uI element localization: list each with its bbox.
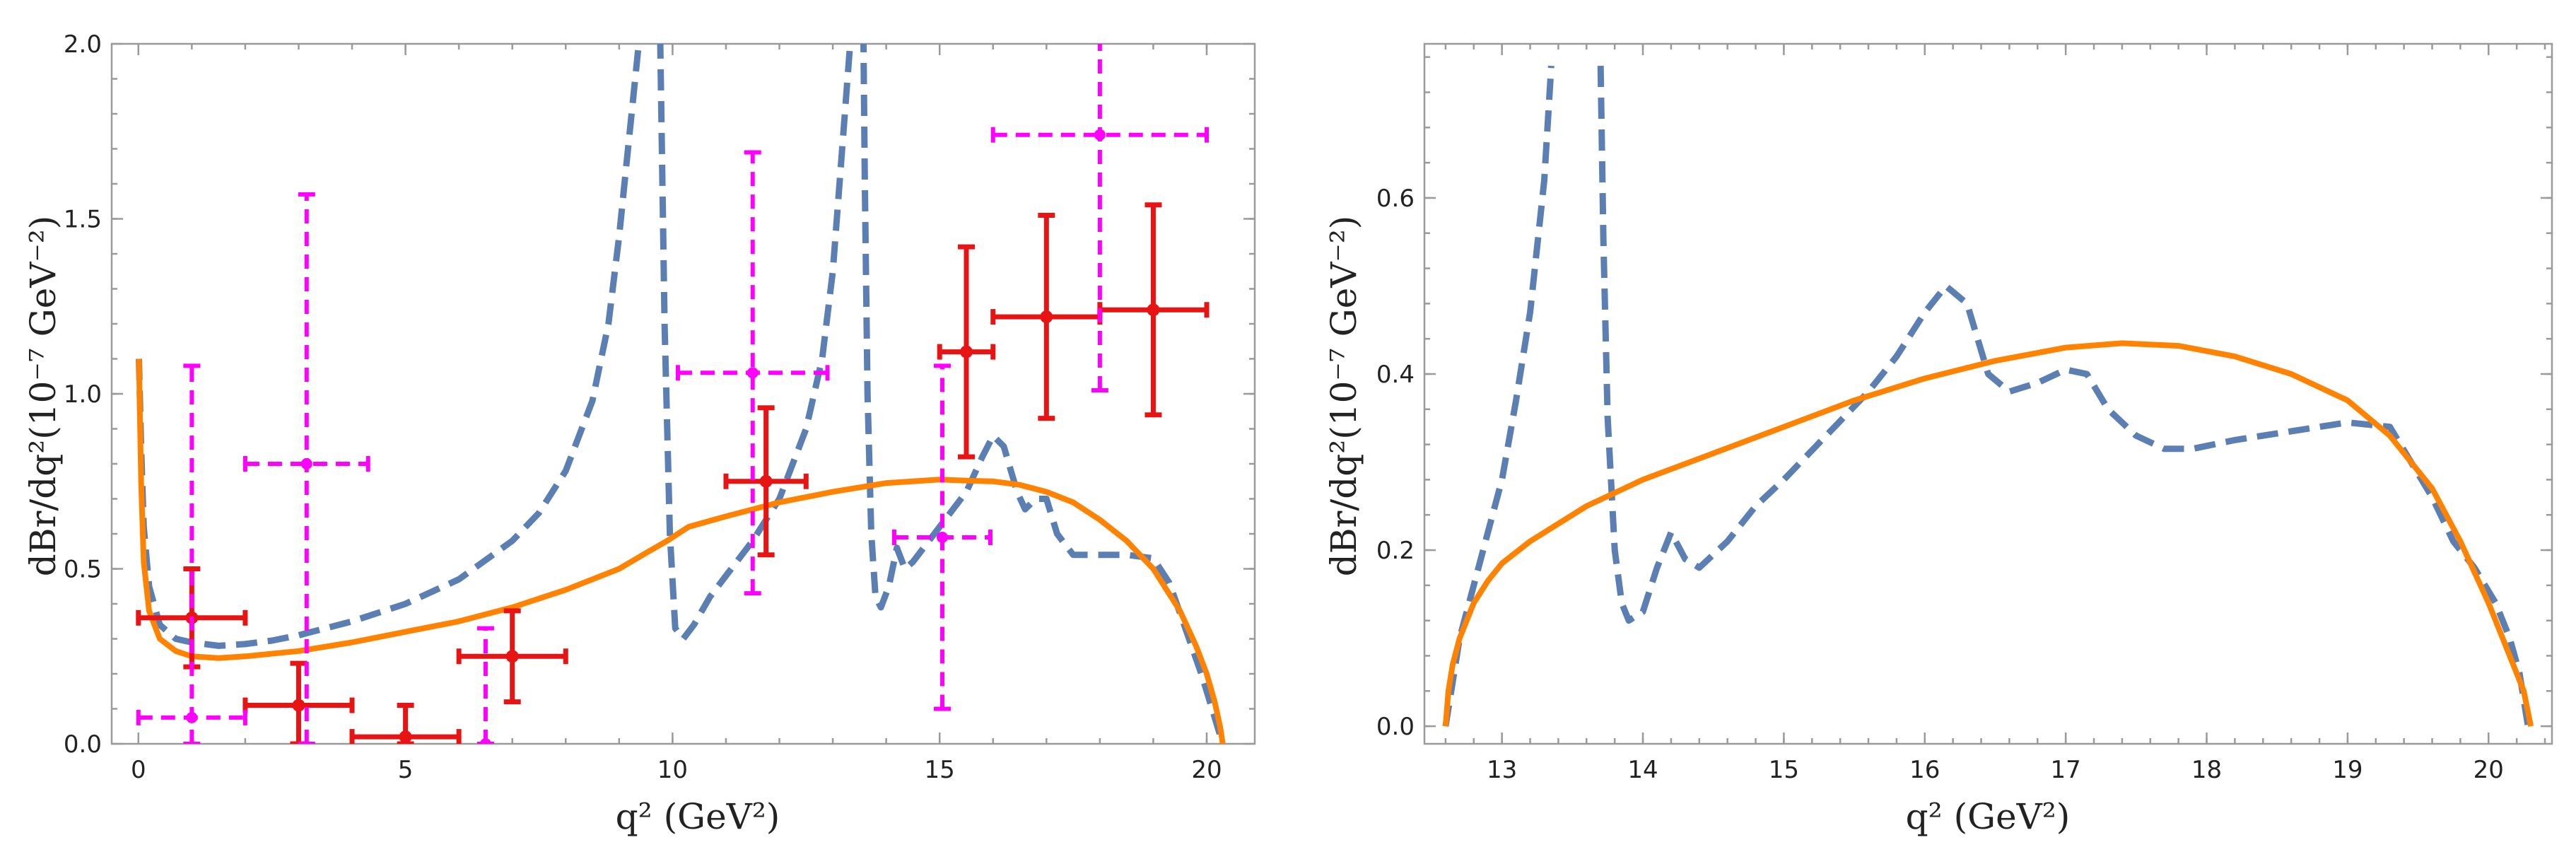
right-y-axis-label: dBr/dq²(10⁻⁷ GeV⁻²) xyxy=(1323,216,1364,577)
right-y-tick-label: 0.0 xyxy=(1376,713,1415,741)
left-series-dashed-line xyxy=(136,44,643,649)
left-errorbars xyxy=(136,44,1210,744)
errorbar-point-red xyxy=(990,213,1103,421)
left-y-axis-label: dBr/dq²(10⁻⁷ GeV⁻²) xyxy=(23,216,64,577)
right-series-solid-line xyxy=(1442,340,2534,727)
left-x-tick-label: 5 xyxy=(398,756,414,784)
left-x-tick-label: 10 xyxy=(657,756,688,784)
right-y-tick-label: 0.2 xyxy=(1376,537,1415,565)
errorbar-marker xyxy=(959,345,973,358)
left-y-tick-label: 1.5 xyxy=(64,206,102,234)
errorbar-marker xyxy=(1147,303,1160,317)
right-curves xyxy=(1442,65,2534,727)
right-series-dashed-line xyxy=(1597,66,2531,727)
errorbar-point-magenta xyxy=(675,150,830,596)
left-x-axis-label: q² (GeV²) xyxy=(616,796,780,837)
left-y-tick-label: 2.0 xyxy=(64,30,102,59)
errorbar-marker xyxy=(292,699,305,712)
errorbar-marker xyxy=(300,458,312,469)
errorbar-point-magenta xyxy=(990,44,1209,393)
right-y-tick-label: 0.4 xyxy=(1376,361,1415,389)
errorbar-point-magenta xyxy=(242,192,370,744)
errorbar-point-magenta xyxy=(476,626,494,744)
left-y-tick-label: 0.0 xyxy=(64,730,102,759)
right-x-tick-label: 18 xyxy=(2191,756,2222,784)
errorbar-point-red xyxy=(456,608,568,705)
left-y-tick-label: 0.5 xyxy=(64,556,102,584)
errorbar-marker xyxy=(479,738,491,744)
errorbar-marker xyxy=(936,531,948,543)
left-y-tick-label: 1.0 xyxy=(64,380,102,409)
left-series-dashed-line xyxy=(860,44,1226,744)
left-series-dashed-line xyxy=(657,44,854,642)
errorbar-marker xyxy=(399,730,412,744)
errorbar-point-red xyxy=(242,660,355,744)
errorbar-point-magenta xyxy=(136,363,247,744)
errorbar-marker xyxy=(747,367,759,379)
right-x-tick-label: 15 xyxy=(1769,756,1799,784)
right-ticks: 13 14 15 16 17 18 19 20 0.0 0.2 0.4 0.6 xyxy=(1376,44,2552,784)
right-panel: 13 14 15 16 17 18 19 20 0.0 0.2 0.4 0.6 q² (GeV²) d… xyxy=(1323,42,2553,837)
left-x-tick-label: 0 xyxy=(131,756,146,784)
errorbar-marker xyxy=(505,650,519,663)
errorbar-point-magenta xyxy=(891,363,993,711)
left-ticks: 0 5 10 15 20 0.0 0.5 1.0 1.5 2.0 xyxy=(64,30,1255,784)
right-x-tick-label: 19 xyxy=(2332,756,2363,784)
errorbar-point-red xyxy=(937,244,996,460)
right-y-tick-label: 0.6 xyxy=(1376,185,1415,213)
left-x-tick-label: 15 xyxy=(925,756,955,784)
errorbar-marker xyxy=(1040,310,1053,324)
errorbar-point-red xyxy=(349,703,462,744)
errorbar-point-red xyxy=(1097,202,1210,418)
right-x-tick-label: 14 xyxy=(1627,756,1658,784)
right-x-tick-label: 13 xyxy=(1487,756,1517,784)
left-series-solid-line xyxy=(136,358,1226,744)
right-x-axis-label: q² (GeV²) xyxy=(1906,796,2071,837)
right-x-tick-label: 20 xyxy=(2473,756,2504,784)
left-x-tick-label: 20 xyxy=(1191,756,1222,784)
left-curves xyxy=(136,44,1226,744)
right-axes xyxy=(1423,42,2553,745)
right-plot-frame xyxy=(1423,42,2553,745)
errorbar-marker xyxy=(759,474,773,488)
left-panel: 0 5 10 15 20 0.0 0.5 1.0 1.5 2.0 q² (GeV²) dBr/dq… xyxy=(23,30,1256,837)
right-x-tick-label: 16 xyxy=(1909,756,1940,784)
errorbar-marker xyxy=(186,711,198,723)
right-x-tick-label: 17 xyxy=(2051,756,2081,784)
errorbar-marker xyxy=(1094,129,1106,141)
errorbar-point-red xyxy=(723,405,809,558)
